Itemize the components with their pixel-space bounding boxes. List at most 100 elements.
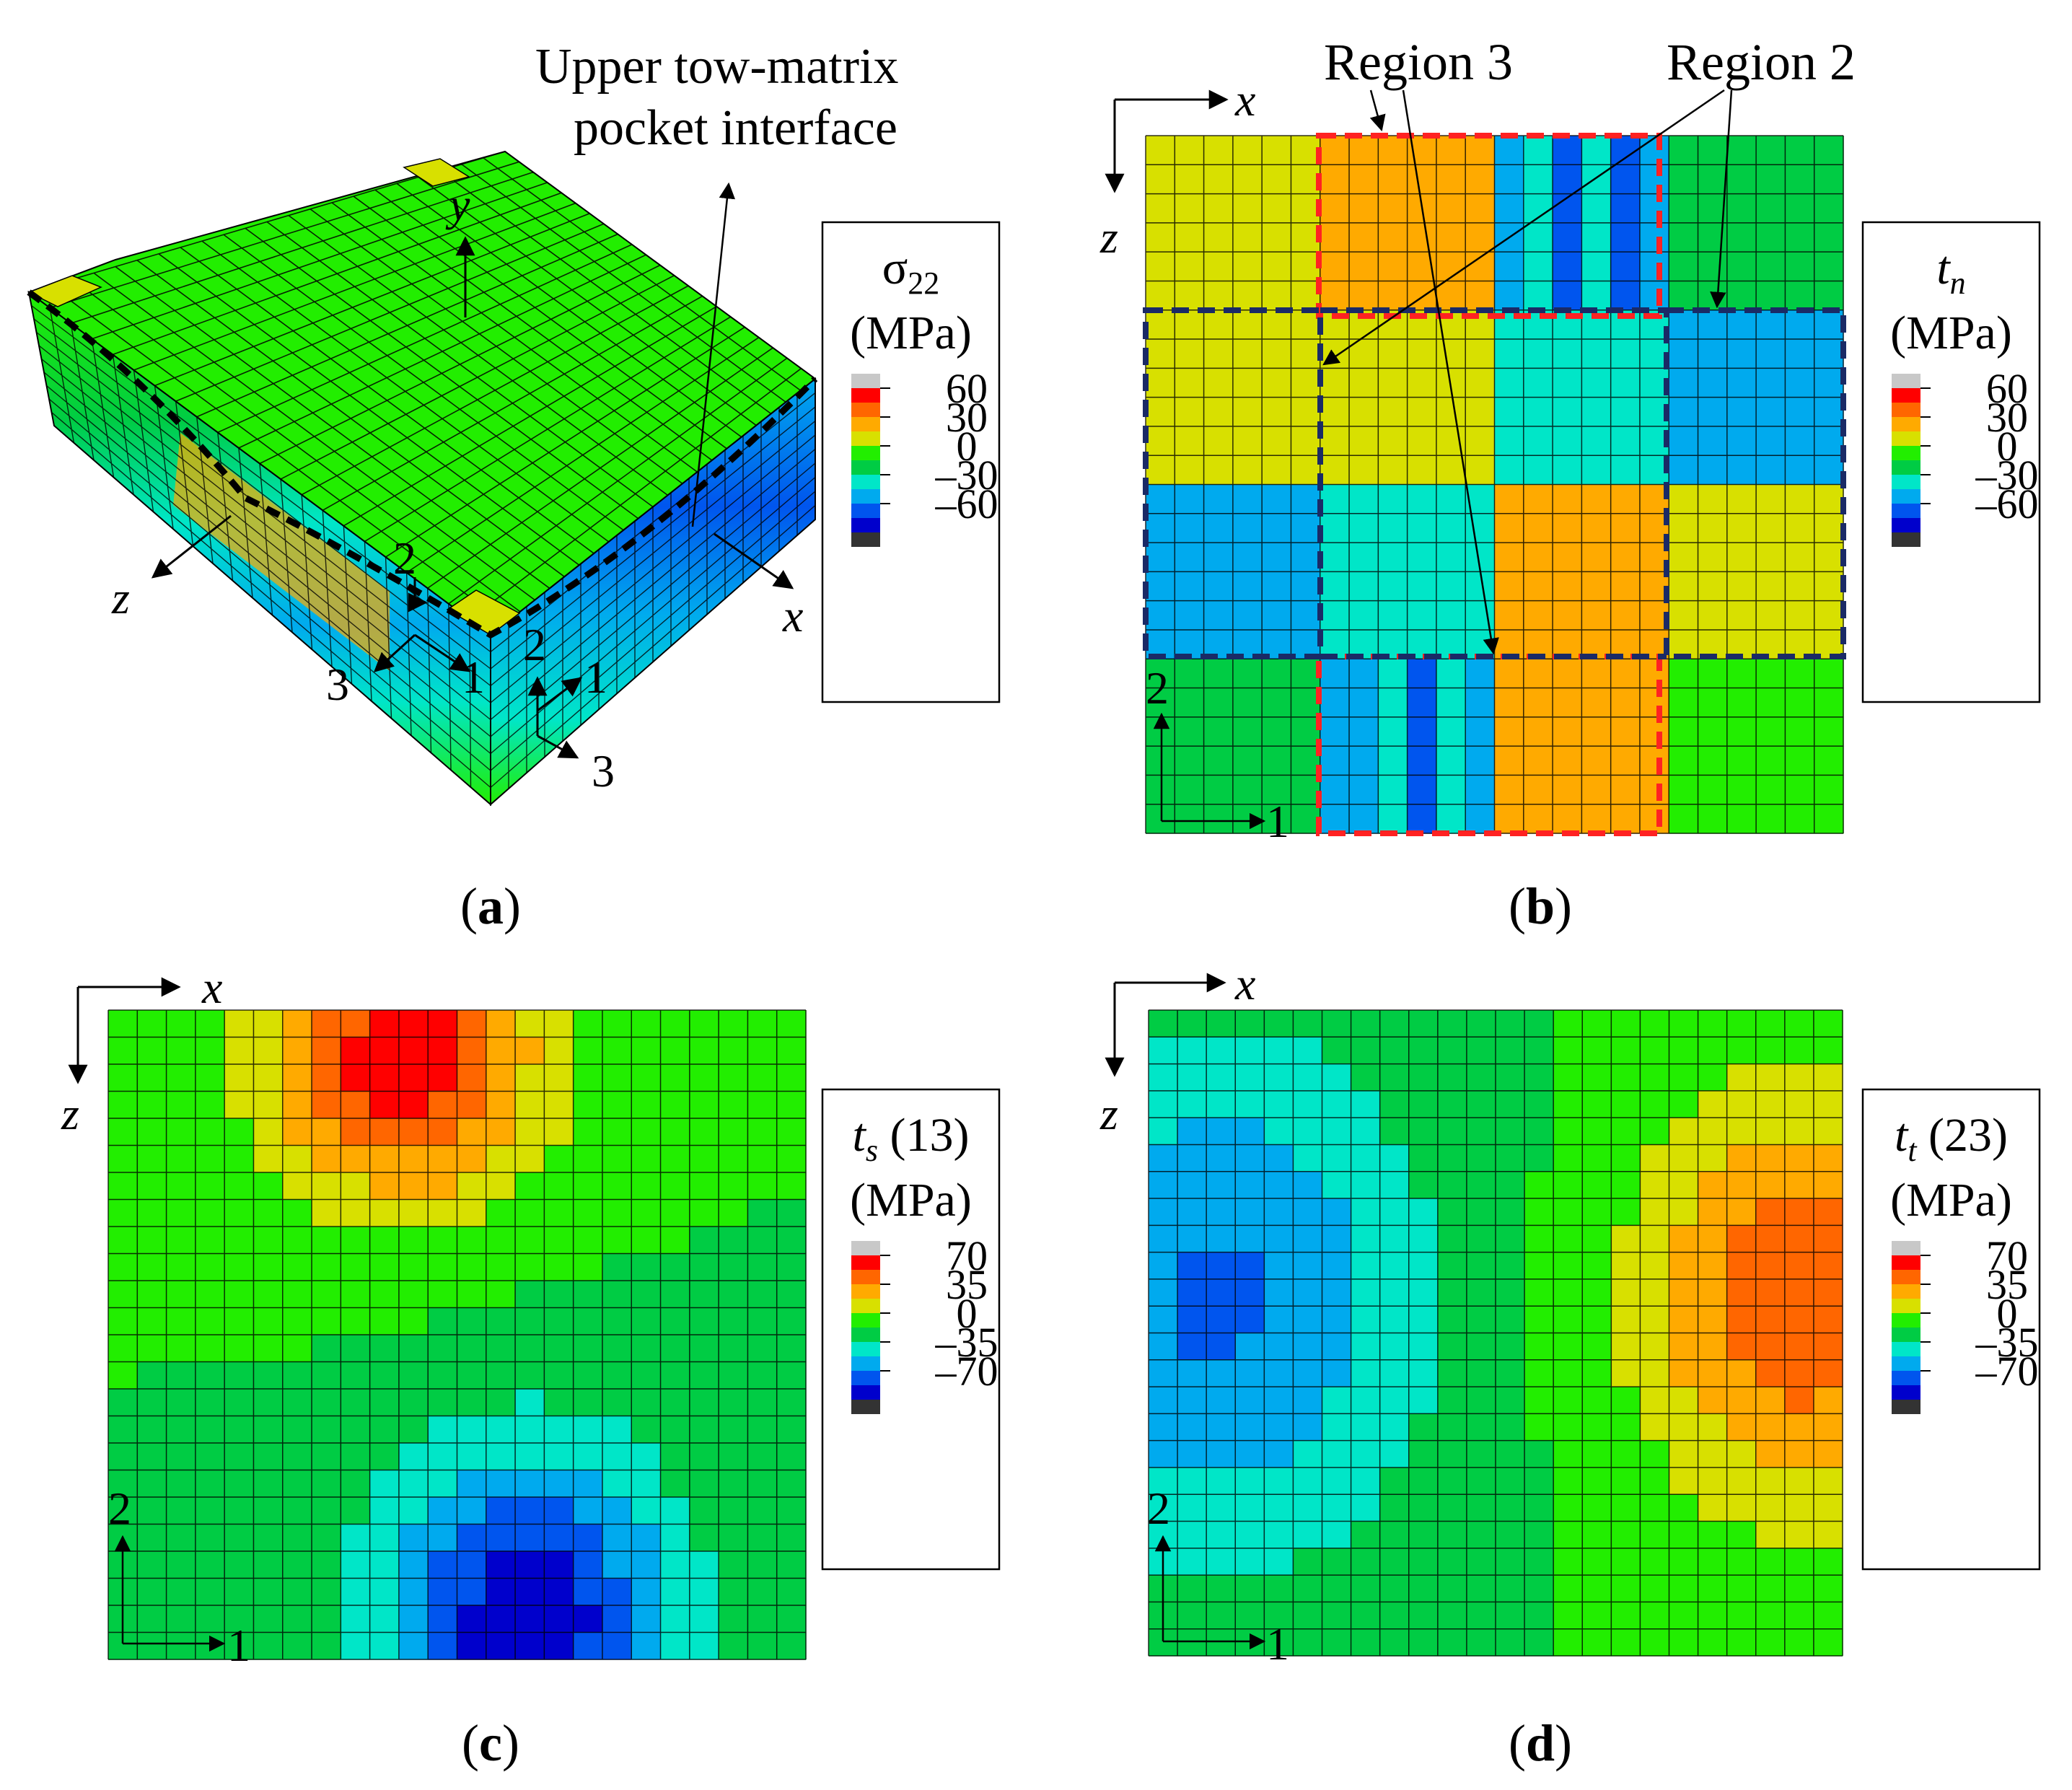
legend-swatch: [1892, 1342, 1920, 1356]
panel-d: x z 2 1: [1099, 958, 1843, 1670]
legend-swatch: [851, 1342, 880, 1356]
legend-swatch: [1892, 489, 1920, 504]
legend-tick: –30: [935, 452, 998, 499]
a-annotation-line2: pocket interface: [574, 100, 897, 156]
legend-tick: –30: [1975, 452, 2039, 499]
legend-swatch: [1892, 388, 1920, 403]
legend-swatch: [1892, 1313, 1920, 1328]
legend-swatch: [1892, 1255, 1920, 1270]
legend-unit: (MPa): [1890, 1174, 2012, 1227]
legend-swatch: [851, 1299, 880, 1313]
legend-swatch: [1892, 1241, 1920, 1255]
legend-tick: 60: [946, 365, 988, 412]
legend-tick: –35: [935, 1319, 998, 1366]
c-axis-z: z: [61, 1088, 79, 1139]
legend-swatch: [851, 431, 880, 446]
legend-swatch: [851, 460, 880, 475]
b-region3-label: Region 3: [1324, 33, 1513, 91]
legend-unit: (MPa): [850, 307, 972, 359]
legend-unit: (MPa): [1890, 307, 2012, 359]
legend-swatch: [1892, 1284, 1920, 1299]
legend-swatch: [1892, 374, 1920, 388]
legend-swatch: [851, 504, 880, 518]
legend-swatch: [1892, 460, 1920, 475]
caption-c: (c): [462, 1714, 519, 1772]
legend-tick: 35: [1986, 1261, 2028, 1308]
legend-tick: 70: [1986, 1232, 2028, 1279]
legend-swatch: [1892, 475, 1920, 489]
d-local-2: 2: [1147, 1483, 1170, 1534]
legend-swatch: [851, 475, 880, 489]
a-axis-x: x: [782, 590, 803, 641]
legend-swatch: [1892, 417, 1920, 431]
legend-tick: –60: [1975, 481, 2039, 527]
b-local-1: 1: [1266, 796, 1289, 847]
legend-swatch: [851, 1400, 880, 1414]
legend-swatch: [851, 1371, 880, 1385]
legend-swatch: [1892, 403, 1920, 417]
d-local-1: 1: [1266, 1618, 1289, 1670]
legend-swatch: [851, 417, 880, 431]
b-axis-z: z: [1099, 211, 1118, 263]
legend-tick: 0: [1997, 423, 2018, 470]
legend-swatch: [1892, 1299, 1920, 1313]
legend-swatch: [851, 1313, 880, 1328]
c-local-2: 2: [108, 1483, 131, 1534]
legend-swatch: [1892, 504, 1920, 518]
d-axis-z: z: [1099, 1088, 1118, 1139]
legend-swatch: [851, 1270, 880, 1284]
legend-tick: 30: [946, 394, 988, 441]
b-region2-label: Region 2: [1667, 33, 1856, 91]
legend-tick: –60: [935, 481, 998, 527]
a-local-right-3: 3: [592, 745, 615, 797]
legend-tick: –70: [1975, 1348, 2039, 1395]
legend-title: ts (13): [853, 1109, 970, 1168]
panel-c: x z 2 1: [61, 962, 807, 1671]
legend-swatch: [1892, 1385, 1920, 1400]
legend-swatch: [851, 1284, 880, 1299]
legend-swatch: [1892, 1328, 1920, 1342]
c-axis-x: x: [201, 962, 222, 1013]
d-axis-x: x: [1234, 958, 1255, 1009]
legend-swatch: [1892, 1270, 1920, 1284]
legend-swatch: [851, 1385, 880, 1400]
b-axis-x: x: [1234, 74, 1255, 126]
caption-d: (d): [1508, 1714, 1572, 1772]
a-local-right-2: 2: [523, 619, 546, 670]
legend-tick: 30: [1986, 394, 2028, 441]
legend-swatch: [851, 1255, 880, 1270]
legend-swatch: [1892, 518, 1920, 532]
c-local-1: 1: [227, 1620, 250, 1671]
legend-tick: 0: [957, 423, 978, 470]
legends: σ22(MPa)60300–30–60tn(MPa)60300–30–60ts …: [821, 221, 2041, 1571]
legend-swatch: [1892, 1371, 1920, 1385]
a-local-right-1: 1: [584, 651, 607, 703]
legend-title: tn: [1936, 242, 1965, 301]
legend-unit: (MPa): [850, 1174, 972, 1227]
legend-tick: –35: [1975, 1319, 2039, 1366]
legend-title: tt (23): [1895, 1109, 2008, 1168]
caption-b: (b): [1508, 877, 1572, 935]
a-local-left-1: 1: [462, 651, 485, 703]
panel-a: y z x 2 3 1 2 1 3 Upper tow-matrix pocke…: [27, 39, 898, 807]
legend-swatch: [1892, 431, 1920, 446]
caption-a: (a): [460, 877, 521, 935]
a-local-left-2: 2: [393, 532, 416, 584]
legend-tick: –70: [935, 1348, 998, 1395]
legend-swatch: [851, 446, 880, 460]
legend-swatch: [1892, 446, 1920, 460]
legend-swatch: [851, 489, 880, 504]
legend-swatch: [1892, 532, 1920, 547]
legend-tick: 60: [1986, 365, 2028, 412]
legend-swatch: [851, 1356, 880, 1371]
legend-swatch: [851, 374, 880, 388]
a-axis-y: y: [445, 179, 470, 230]
legend-swatch: [851, 388, 880, 403]
legend-swatch: [851, 518, 880, 532]
legend-swatch: [851, 532, 880, 547]
a-axis-z: z: [111, 572, 130, 623]
